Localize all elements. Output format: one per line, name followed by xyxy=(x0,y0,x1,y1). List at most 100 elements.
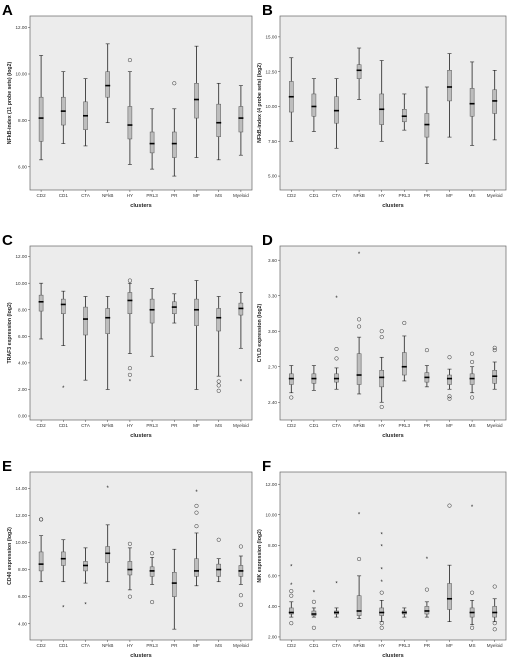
y-axis-label: CYLD expression (log2) xyxy=(257,303,263,362)
box-pr: PR xyxy=(424,348,431,428)
box-cta: CTA xyxy=(332,78,342,198)
box-myeloid: Myeloid xyxy=(233,85,249,198)
plot-area xyxy=(29,471,253,641)
outlier-marker xyxy=(150,600,155,605)
box-hy: HY xyxy=(127,58,133,198)
y-tick-label: 8.00 xyxy=(18,118,27,123)
iqr-box xyxy=(311,93,317,117)
x-tick-label: MS xyxy=(215,423,222,428)
box-nfkb: NFkB * xyxy=(353,513,364,648)
y-tick-label: 2.00 xyxy=(268,635,277,640)
iqr-box xyxy=(38,294,44,312)
x-tick-label: MS xyxy=(215,193,222,198)
extreme-marker: * xyxy=(107,486,110,492)
y-tick-label: 12.00 xyxy=(16,513,28,518)
iqr-box xyxy=(356,64,362,79)
outlier-marker xyxy=(379,335,384,340)
x-tick-label: CTA xyxy=(81,193,91,198)
y-tick-label: 4.00 xyxy=(18,360,27,365)
x-tick-label: PR xyxy=(424,423,431,428)
x-tick-label: PR xyxy=(171,643,178,648)
iqr-box xyxy=(194,298,199,326)
x-axis-label: clusters xyxy=(382,433,403,439)
y-tick-label: 10.00 xyxy=(16,281,28,286)
outlier-marker xyxy=(357,557,362,562)
outlier-marker xyxy=(194,503,199,508)
y-tick-label: 10.00 xyxy=(16,72,28,77)
x-tick-label: MF xyxy=(446,193,453,198)
outlier-marker xyxy=(127,366,132,371)
panel-letter: F xyxy=(262,458,271,475)
outlier-marker xyxy=(238,544,243,549)
box-cd1: CD1 xyxy=(309,365,319,428)
iqr-box xyxy=(38,551,44,572)
box-prl3: PRL3 xyxy=(399,320,410,428)
x-axis-label: clusters xyxy=(130,203,151,209)
x-axis-label: clusters xyxy=(382,203,403,209)
iqr-box xyxy=(61,298,66,314)
outlier-marker xyxy=(39,517,44,522)
x-tick-label: NFkB xyxy=(353,193,364,198)
outlier-marker xyxy=(289,395,294,400)
box-cd2: CD2 xyxy=(36,55,46,198)
outlier-marker xyxy=(150,551,155,556)
extreme-marker: * xyxy=(471,505,474,511)
x-tick-label: PRL3 xyxy=(399,643,411,648)
box-cd1: CD1 xyxy=(309,78,319,198)
x-tick-label: CTA xyxy=(332,423,342,428)
extreme-marker: * xyxy=(62,386,65,392)
x-axis-label: clusters xyxy=(130,433,151,439)
x-tick-label: CD1 xyxy=(309,193,319,198)
box-mf: MF xyxy=(446,53,453,198)
outlier-marker xyxy=(447,396,452,401)
y-tick-label: 10.00 xyxy=(16,540,28,545)
y-tick-label: 0.00 xyxy=(18,414,27,419)
outlier-marker xyxy=(492,621,497,626)
iqr-box xyxy=(447,374,452,385)
outlier-marker xyxy=(379,329,384,334)
box-cd2: CD2 xyxy=(36,517,46,648)
outlier-marker xyxy=(379,590,384,595)
box-ms: MS xyxy=(215,82,222,198)
outlier-marker xyxy=(194,510,199,515)
outlier-marker xyxy=(424,348,429,353)
box-hy: HY * * * * xyxy=(379,532,385,648)
iqr-box xyxy=(38,96,44,142)
iqr-box xyxy=(105,308,110,334)
outlier-marker xyxy=(447,355,452,360)
iqr-box xyxy=(172,131,177,158)
outlier-marker xyxy=(127,541,132,546)
y-tick-label: 6.00 xyxy=(18,334,27,339)
box-myeloid: Myeloid xyxy=(233,544,249,648)
x-tick-label: CD1 xyxy=(59,643,69,648)
y-tick-label: 10.00 xyxy=(266,104,278,109)
outlier-marker xyxy=(216,383,221,388)
box-mf: MF xyxy=(446,355,453,428)
outlier-marker xyxy=(194,524,199,529)
box-mf: MF * xyxy=(193,490,200,648)
x-tick-label: MS xyxy=(469,423,476,428)
x-tick-label: MF xyxy=(193,193,200,198)
x-tick-label: PR xyxy=(424,643,431,648)
iqr-box xyxy=(379,370,384,388)
box-cd2: CD2 xyxy=(287,365,296,428)
x-tick-label: MF xyxy=(193,423,200,428)
x-tick-label: NFkB xyxy=(353,643,364,648)
x-tick-label: CD1 xyxy=(59,423,69,428)
outlier-marker xyxy=(216,379,221,384)
outlier-marker xyxy=(127,372,132,377)
box-nfkb: NFkB * xyxy=(353,252,364,428)
outlier-marker xyxy=(470,625,475,630)
panel-b: B 5.00 7.50 10.00 12.50 15.00 NFkB-index (4 pr… xyxy=(257,2,507,209)
x-tick-label: CTA xyxy=(81,423,91,428)
iqr-box xyxy=(149,298,155,324)
y-tick-label: 3.30 xyxy=(268,293,277,298)
panel-letter: E xyxy=(2,458,12,475)
box-ms: MS xyxy=(215,537,222,648)
y-tick-label: 4.00 xyxy=(18,621,27,626)
iqr-box xyxy=(194,83,199,119)
extreme-marker: * xyxy=(195,490,198,496)
x-tick-label: Myeloid xyxy=(487,423,503,428)
iqr-box xyxy=(127,561,133,576)
